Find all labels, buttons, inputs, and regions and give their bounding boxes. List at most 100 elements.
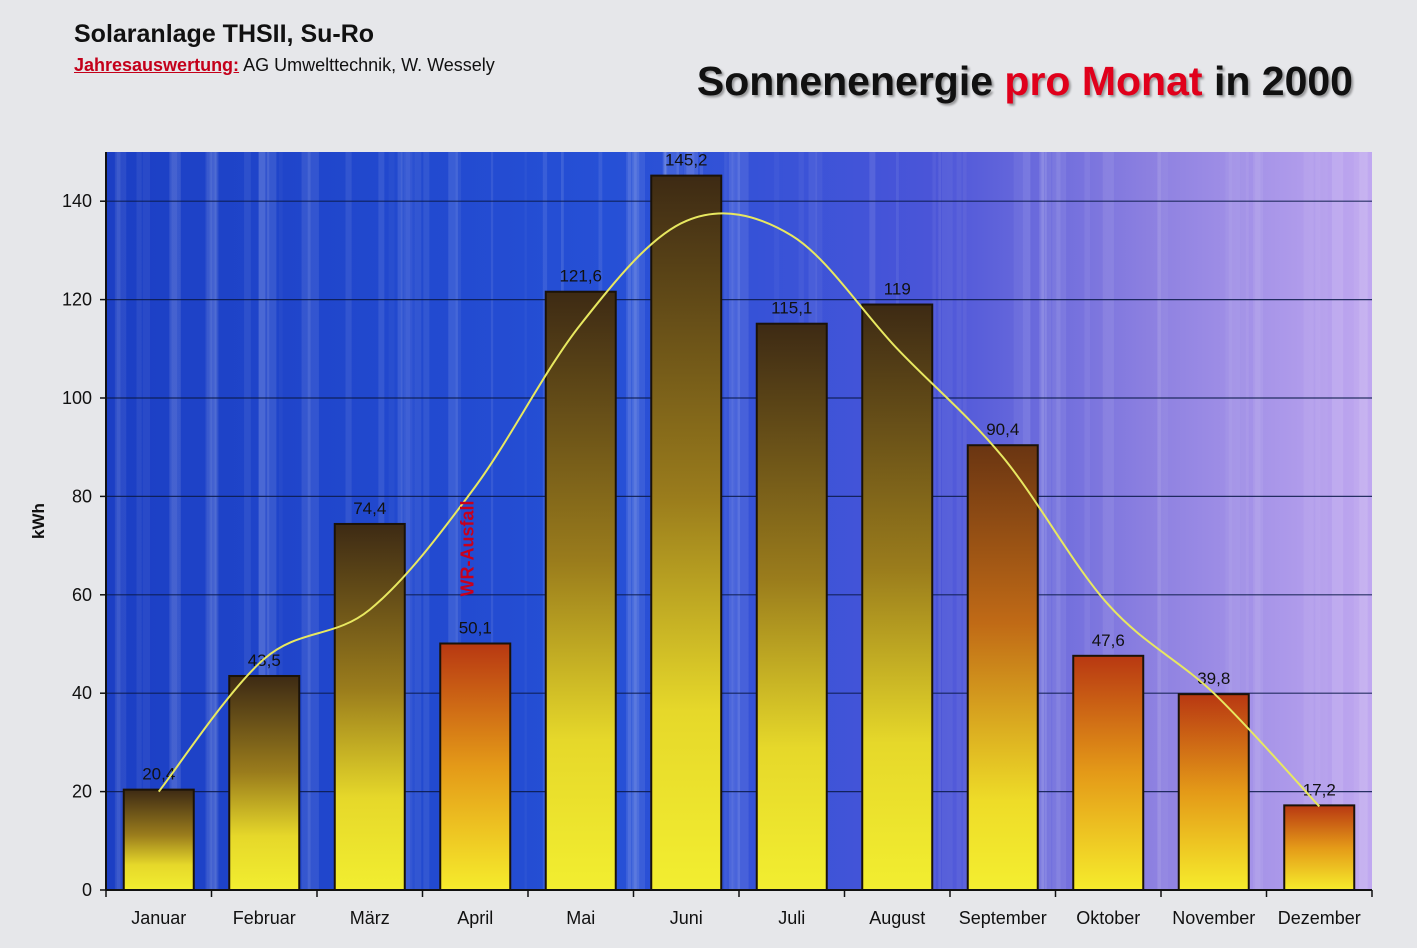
background-stripe (626, 152, 631, 890)
background-stripe (634, 152, 646, 890)
background-stripe (258, 152, 266, 890)
background-stripe (423, 152, 430, 890)
background-stripe (1245, 152, 1249, 890)
background-stripe (400, 152, 411, 890)
value-label: 115,1 (771, 299, 812, 318)
background-stripe (724, 152, 727, 890)
value-label: 20,4 (142, 765, 175, 784)
background-stripe (114, 152, 121, 890)
y-axis-label: kWh (29, 503, 48, 539)
background-stripe (737, 152, 749, 890)
background-stripe (1225, 152, 1233, 890)
bar-juni (650, 174, 723, 891)
x-category-label: Juni (670, 908, 703, 928)
y-tick-labels: 0 20 40 60 80 100 120 140 (62, 191, 92, 900)
background-stripe (1056, 152, 1067, 890)
bar-september (966, 444, 1039, 891)
background-stripe (1228, 152, 1241, 890)
background-stripe (209, 152, 212, 890)
background-stripe (378, 152, 385, 890)
value-label: 74,4 (353, 499, 386, 518)
background-stripe (414, 152, 422, 890)
bar-märz (333, 522, 406, 892)
y-tick-label: 100 (62, 388, 92, 408)
background-stripe (726, 152, 735, 890)
background-stripe (962, 152, 967, 890)
x-category-label: Januar (131, 908, 186, 928)
background-stripe (1359, 152, 1368, 890)
background-stripe (205, 152, 217, 890)
background-stripe (169, 152, 181, 890)
background-stripe (627, 152, 637, 890)
bar-august (861, 303, 934, 891)
background-stripe (1315, 152, 1321, 890)
background-stripe (938, 152, 942, 890)
background-stripe (171, 152, 178, 890)
background-stripe (213, 152, 218, 890)
y-tick-label: 140 (62, 191, 92, 211)
value-label: 145,2 (665, 151, 708, 170)
background-stripe (733, 152, 741, 890)
chart-title: Sonnenenergie pro Monat in 2000 (697, 58, 1353, 105)
header-title: Solaranlage THSII, Su-Ro (74, 20, 375, 48)
header-subtitle: Jahresauswertung: AG Umwelttechnik, W. W… (74, 55, 495, 76)
background-stripe (397, 152, 403, 890)
background-stripe (210, 152, 214, 890)
background-stripe (244, 152, 251, 890)
background-stripe (1102, 152, 1114, 890)
background-stripe (1359, 152, 1369, 890)
gridlines (100, 200, 1372, 891)
bar-januar (122, 788, 195, 892)
background-stripe (1353, 152, 1361, 890)
x-category-label: März (350, 908, 390, 928)
chart-title-part3: in 2000 (1202, 58, 1353, 104)
bars (122, 174, 1356, 892)
background-stripe (731, 152, 734, 890)
x-category-label: September (959, 908, 1047, 928)
background-stripe (632, 152, 640, 890)
value-label: 119 (884, 280, 911, 299)
chart-title-part1: Sonnenenergie (696, 58, 1005, 104)
x-category-label: Juli (778, 908, 805, 928)
background-stripe (1253, 152, 1261, 890)
bar-oktober (1072, 654, 1145, 891)
background-stripe (1255, 152, 1264, 890)
x-category-label: April (457, 908, 493, 928)
y-tick-label: 40 (72, 683, 92, 703)
chart-title-highlight: pro Monat (1004, 58, 1203, 104)
background-stripe (455, 152, 462, 890)
background-stripe (142, 152, 151, 890)
bar-februar (228, 674, 301, 891)
background-stripe (1084, 152, 1090, 890)
background-stripe (405, 152, 416, 890)
background-stripe (116, 152, 127, 890)
value-label: 43,5 (248, 651, 281, 670)
background-stripe (206, 152, 219, 890)
background-stripe (403, 152, 413, 890)
background-stripe (1041, 152, 1047, 890)
value-labels: 20,4 43,5 74,4 50,1 121,6 145,2 115,1 119 90,4 47… (142, 151, 1336, 800)
background-stripe (1052, 152, 1061, 890)
bar-april (439, 642, 512, 891)
x-category-label: Oktober (1076, 908, 1140, 928)
background-stripe (490, 152, 494, 890)
background-stripe (215, 152, 220, 890)
background-stripe (1303, 152, 1314, 890)
value-label: 47,6 (1092, 631, 1125, 650)
background-stripe (1321, 152, 1328, 890)
value-label: 39,8 (1197, 669, 1230, 688)
x-category-label: November (1172, 908, 1255, 928)
bar-dezember (1283, 804, 1356, 891)
value-label: 17,2 (1303, 780, 1336, 799)
bar-november (1177, 693, 1250, 892)
subtitle-label: Jahresauswertung: (74, 55, 240, 75)
x-category-label: Mai (566, 908, 595, 928)
background-stripe (448, 152, 458, 890)
background-stripe (345, 152, 352, 890)
background-stripe (1157, 152, 1169, 890)
background-stripe (728, 152, 734, 890)
x-category-label: Februar (233, 908, 296, 928)
axes (105, 152, 1373, 897)
x-category-label: Dezember (1278, 908, 1361, 928)
